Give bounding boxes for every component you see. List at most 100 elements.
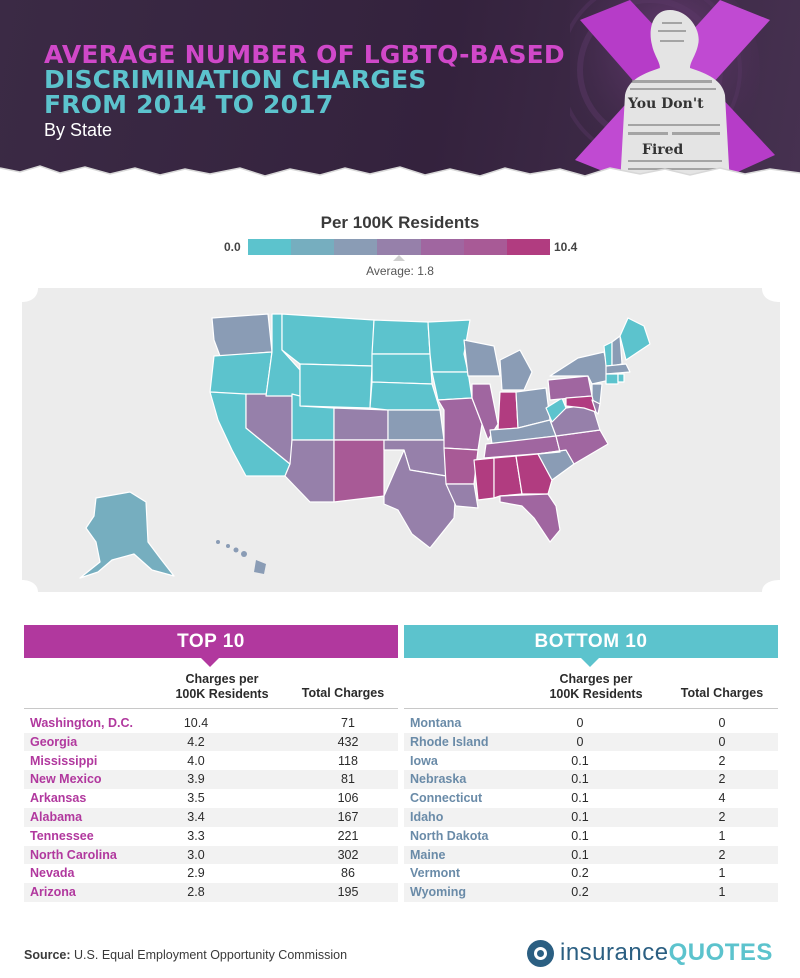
state-montana bbox=[281, 313, 375, 367]
table-row: Mississippi 4.0 118 bbox=[24, 752, 398, 771]
table-row: North Dakota 0.1 1 bbox=[404, 827, 778, 846]
table-row: Nebraska 0.1 2 bbox=[404, 770, 778, 789]
charges-per-100k: 0.1 bbox=[571, 753, 589, 768]
title-line-2: DISCRIMINATION CHARGES bbox=[44, 65, 427, 94]
title-line-1: AVERAGE NUMBER OF LGBTQ-BASED bbox=[44, 40, 565, 69]
state-name: Arizona bbox=[30, 885, 76, 900]
logo-word-2: QUOTES bbox=[668, 939, 773, 966]
state-rhode-island bbox=[617, 373, 625, 383]
state-hawaii bbox=[216, 540, 266, 574]
state-washington bbox=[211, 313, 273, 357]
total-charges: 1 bbox=[718, 866, 726, 881]
charges-per-100k: 2.9 bbox=[187, 866, 205, 881]
table-row: Wyoming 0.2 1 bbox=[404, 883, 778, 902]
table-row: Washington, D.C. 10.4 71 bbox=[24, 714, 398, 733]
total-charges: 81 bbox=[341, 772, 355, 787]
state-connecticut bbox=[605, 373, 619, 385]
bottom10-caret bbox=[580, 657, 600, 667]
table-row: Arkansas 3.5 106 bbox=[24, 789, 398, 808]
table-row: Montana 0 0 bbox=[404, 714, 778, 733]
charges-per-100k: 0 bbox=[576, 734, 584, 749]
state-maine bbox=[619, 317, 651, 361]
total-charges: 71 bbox=[341, 716, 355, 730]
state-kansas bbox=[387, 409, 445, 441]
state-alaska bbox=[79, 491, 175, 579]
state-florida bbox=[499, 493, 561, 543]
state-name: Idaho bbox=[410, 810, 444, 824]
table-row: New Mexico 3.9 81 bbox=[24, 770, 398, 789]
state-mississippi bbox=[473, 457, 495, 501]
state-name: New Mexico bbox=[30, 772, 102, 787]
state-indiana bbox=[497, 391, 519, 431]
top10-caret bbox=[200, 657, 220, 667]
total-charges: 167 bbox=[337, 810, 359, 824]
state-name: Vermont bbox=[410, 866, 461, 881]
state-name: Iowa bbox=[410, 753, 438, 768]
table-row: Rhode Island 0 0 bbox=[404, 732, 778, 752]
state-name: Alabama bbox=[30, 810, 83, 824]
state-name: Nebraska bbox=[410, 772, 467, 787]
charges-per-100k: 3.3 bbox=[187, 828, 205, 843]
state-vermont bbox=[603, 341, 613, 367]
state-new-mexico bbox=[333, 439, 385, 503]
state-name: Nevada bbox=[30, 866, 75, 881]
state-north-dakota bbox=[371, 319, 431, 355]
total-charges: 106 bbox=[337, 791, 359, 806]
legend-swatch bbox=[506, 239, 550, 255]
logo-mark-icon bbox=[527, 939, 554, 967]
state-maryland-dc bbox=[565, 395, 597, 413]
total-charges: 2 bbox=[718, 753, 726, 768]
total-charges: 2 bbox=[718, 847, 726, 862]
page-title: AVERAGE NUMBER OF LGBTQ-BASED DISCRIMINA… bbox=[44, 42, 565, 117]
table-row: Idaho 0.1 2 bbox=[404, 808, 778, 827]
state-nebraska bbox=[369, 381, 441, 411]
legend-average-marker bbox=[393, 255, 405, 261]
total-charges: 118 bbox=[338, 753, 358, 768]
legend-title: Per 100K Residents bbox=[320, 213, 480, 232]
state-wisconsin bbox=[463, 339, 501, 377]
table-row: Nevada 2.9 86 bbox=[24, 864, 398, 883]
state-arkansas bbox=[443, 447, 479, 485]
total-charges: 0 bbox=[718, 734, 726, 749]
state-delaware bbox=[591, 399, 601, 415]
charges-per-100k: 2.8 bbox=[187, 885, 205, 900]
legend-average: Average: 1.8 bbox=[366, 264, 434, 278]
table-row: Georgia 4.2 432 bbox=[24, 732, 398, 752]
legend-swatch bbox=[291, 239, 335, 255]
state-name: Connecticut bbox=[410, 791, 483, 806]
bottom10-col-rate-line1: Charges per bbox=[559, 672, 633, 686]
us-choropleth-map bbox=[22, 288, 780, 592]
charges-per-100k: 0.1 bbox=[571, 791, 589, 806]
charges-per-100k: 0.2 bbox=[571, 885, 589, 900]
total-charges: 2 bbox=[718, 810, 726, 824]
legend-min: 0.0 bbox=[224, 240, 241, 254]
charges-per-100k: 0.1 bbox=[571, 772, 589, 787]
state-name: Washington, D.C. bbox=[30, 716, 133, 730]
total-charges: 2 bbox=[718, 772, 726, 787]
charges-per-100k: 3.5 bbox=[187, 791, 205, 806]
top10-col-rate-line1: Charges per bbox=[185, 672, 259, 686]
table-row: North Carolina 3.0 302 bbox=[24, 845, 398, 865]
legend-swatch bbox=[334, 239, 378, 255]
charges-per-100k: 0.2 bbox=[571, 866, 589, 881]
state-name: Maine bbox=[410, 847, 446, 862]
legend-swatch bbox=[420, 239, 464, 255]
charges-per-100k: 4.2 bbox=[187, 734, 205, 749]
top10-col-total: Total Charges bbox=[301, 686, 385, 700]
table-row: Connecticut 0.1 4 bbox=[404, 789, 778, 808]
total-charges: 1 bbox=[718, 828, 726, 843]
state-texas bbox=[383, 449, 457, 549]
state-louisiana bbox=[445, 483, 479, 509]
table-row: Alabama 3.4 167 bbox=[24, 808, 398, 827]
crossed-out-silhouette-art: You Don't Fired bbox=[570, 0, 775, 178]
insurancequotes-logo: insurance QUOTES bbox=[527, 936, 773, 970]
bottom10-col-rate-line2: 100K Residents bbox=[549, 687, 643, 701]
bottom10-heading: BOTTOM 10 bbox=[404, 625, 778, 658]
total-charges: 0 bbox=[718, 716, 726, 730]
page-subtitle: By State bbox=[44, 120, 113, 140]
state-minnesota bbox=[427, 319, 471, 373]
state-massachusetts bbox=[605, 363, 631, 375]
legend-swatch bbox=[377, 239, 421, 255]
legend-swatch bbox=[463, 239, 507, 255]
state-name: Rhode Island bbox=[410, 734, 489, 749]
